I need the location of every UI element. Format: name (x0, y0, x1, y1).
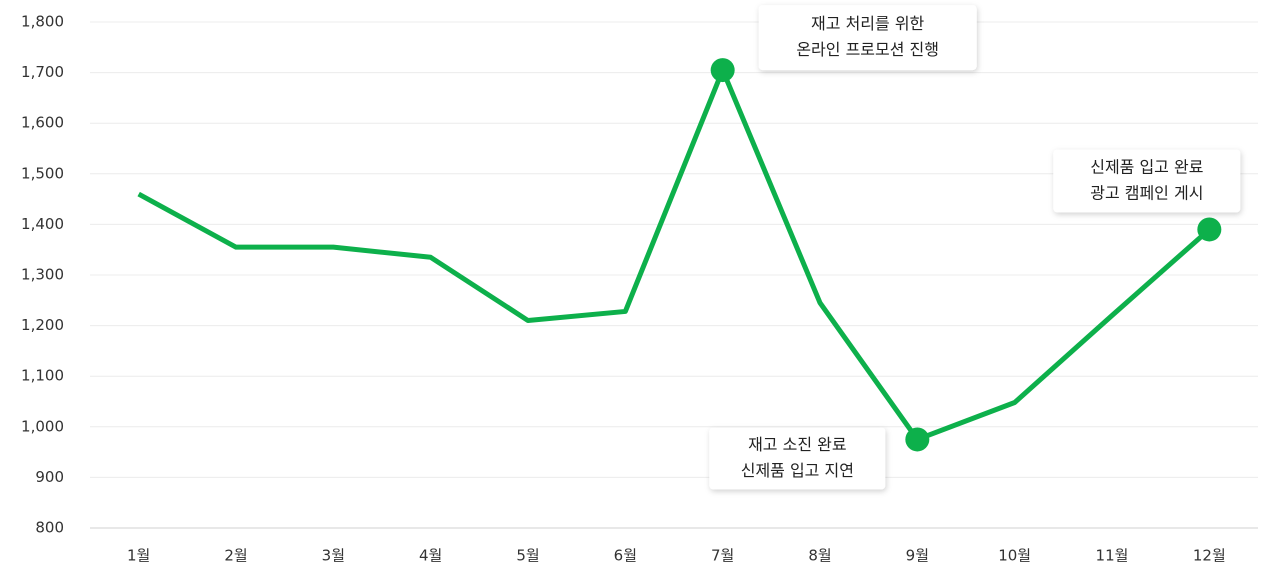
x-tick-label: 8월 (808, 547, 831, 565)
y-tick-label: 1,200 (21, 316, 64, 334)
x-tick-label: 10월 (998, 547, 1031, 565)
y-tick-label: 1,400 (21, 215, 64, 233)
y-tick-label: 1,300 (21, 266, 64, 284)
annotation-text: 신제품 입고 지연 (741, 461, 854, 480)
y-tick-label: 1,100 (21, 367, 64, 385)
annotation-text: 온라인 프로모션 진행 (796, 40, 939, 59)
y-tick-label: 900 (35, 468, 64, 486)
x-tick-label: 12월 (1193, 547, 1226, 565)
x-tick-label: 3월 (322, 547, 345, 565)
y-tick-label: 1,700 (21, 63, 64, 81)
annotation-box (709, 427, 886, 490)
annotation-text: 재고 소진 완료 (748, 435, 847, 454)
y-tick-label: 1,000 (21, 417, 64, 435)
annotation-box (758, 5, 977, 71)
x-tick-label: 2월 (224, 547, 247, 565)
highlight-point (710, 58, 735, 83)
x-tick-label: 1월 (127, 547, 150, 565)
y-tick-label: 1,600 (21, 114, 64, 132)
x-tick-label: 9월 (906, 547, 929, 565)
x-tick-label: 6월 (614, 547, 637, 565)
y-tick-label: 1,800 (21, 13, 64, 31)
annotation-text: 광고 캠페인 게시 (1090, 183, 1203, 202)
highlight-point (905, 427, 930, 452)
x-tick-label: 11월 (1096, 547, 1129, 565)
annotation-text: 신제품 입고 완료 (1090, 157, 1203, 176)
x-tick-label: 7월 (711, 547, 734, 565)
x-tick-label: 4월 (419, 547, 442, 565)
data-line (137, 67, 1211, 442)
annotation-box (1053, 149, 1241, 213)
y-tick-label: 1,500 (21, 164, 64, 182)
annotation-text: 재고 처리를 위한 (811, 14, 924, 33)
y-tick-label: 800 (35, 519, 64, 537)
highlight-point (1197, 217, 1222, 242)
x-tick-label: 5월 (516, 547, 539, 565)
